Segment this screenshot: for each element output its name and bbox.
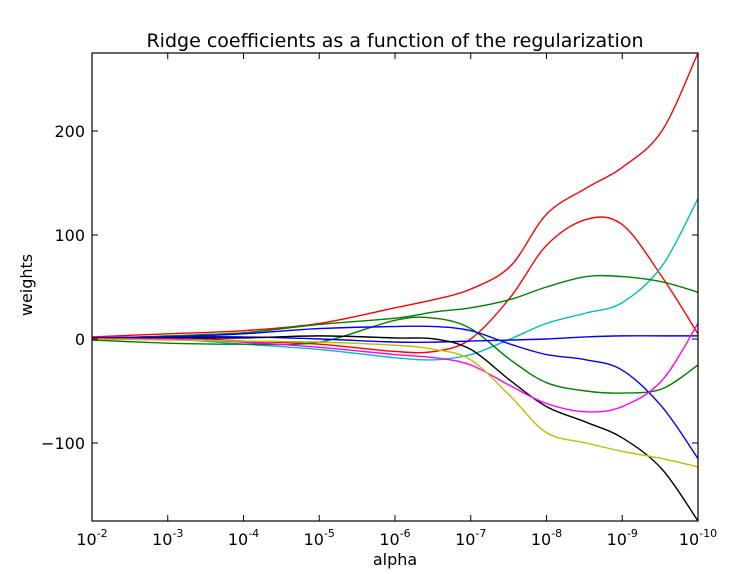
- x-tick-label: 10-4: [228, 527, 259, 549]
- y-tick-label: 0: [75, 330, 85, 349]
- x-tick-label: 10-9: [607, 527, 638, 549]
- series-line-5: [91, 316, 699, 394]
- x-tick-label: 10-5: [304, 527, 335, 549]
- y-tick-label: 100: [54, 226, 85, 245]
- series-line-4: [91, 274, 699, 340]
- series-line-10: [91, 338, 699, 468]
- x-tick-label: 10-7: [455, 527, 486, 549]
- x-axis-label: alpha: [373, 550, 417, 569]
- series-line-9: [91, 323, 699, 413]
- y-axis-label: weights: [17, 254, 36, 316]
- x-tick-label: 10-2: [76, 527, 107, 549]
- x-tick-label: 10-8: [531, 527, 562, 549]
- y-tick-label: 200: [54, 122, 85, 141]
- plot-frame: [91, 52, 699, 522]
- series-layer: [91, 52, 699, 522]
- series-line-1: [91, 52, 699, 338]
- x-tick-label: 10-3: [152, 527, 183, 549]
- tick-layer: 10-2 10-3 10-4 10-5 10-6 10-7 10-8 10-9 10-10 200…: [41, 53, 717, 549]
- chart-title: Ridge coefficients as a function of the …: [146, 30, 643, 52]
- series-line-8: [91, 335, 699, 522]
- x-tick-label: 10-10: [679, 527, 717, 549]
- series-line-7: [91, 335, 698, 344]
- y-tick-label: −100: [41, 434, 85, 453]
- series-line-2: [91, 216, 699, 354]
- x-tick-label: 10-6: [379, 527, 410, 549]
- series-line-6: [91, 325, 699, 459]
